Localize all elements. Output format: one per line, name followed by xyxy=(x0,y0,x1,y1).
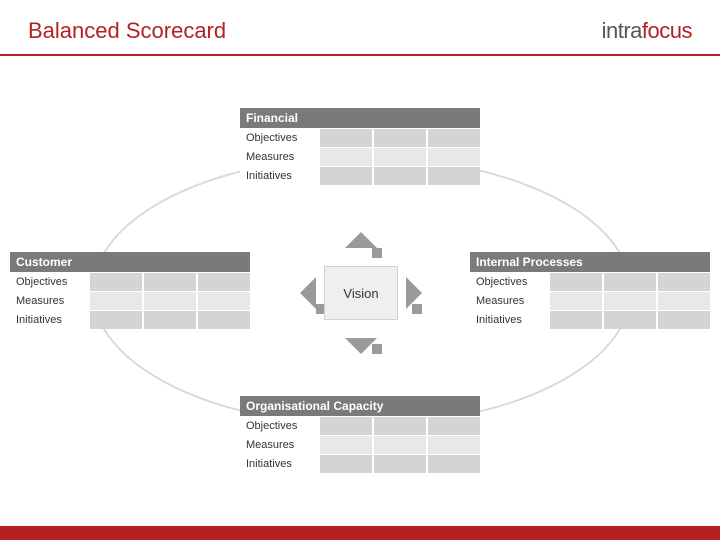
cell xyxy=(602,311,656,329)
card-row: Objectives xyxy=(10,272,250,291)
row-label: Initiatives xyxy=(240,455,320,473)
card-org-capacity-title: Organisational Capacity xyxy=(240,396,480,416)
card-row: Objectives xyxy=(470,272,710,291)
cell xyxy=(142,311,196,329)
row-label: Measures xyxy=(240,436,320,454)
cell xyxy=(90,292,142,310)
card-row: Measures xyxy=(470,291,710,310)
arrow-down-icon xyxy=(345,338,377,354)
cell xyxy=(426,129,480,147)
cell xyxy=(602,273,656,291)
cell xyxy=(142,292,196,310)
cell xyxy=(372,167,426,185)
logo-part-intra: intra xyxy=(602,18,642,44)
row-label: Objectives xyxy=(10,273,90,291)
row-label: Initiatives xyxy=(10,311,90,329)
cell xyxy=(656,292,710,310)
cell xyxy=(90,273,142,291)
card-row: Objectives xyxy=(240,416,480,435)
card-row: Initiatives xyxy=(470,310,710,329)
vision-box: Vision xyxy=(324,266,398,320)
card-internal-title: Internal Processes xyxy=(470,252,710,272)
row-label: Measures xyxy=(10,292,90,310)
card-row: Initiatives xyxy=(10,310,250,329)
cell xyxy=(372,148,426,166)
cell xyxy=(372,436,426,454)
card-row: Measures xyxy=(10,291,250,310)
card-row: Initiatives xyxy=(240,166,480,185)
cell xyxy=(320,455,372,473)
cell xyxy=(426,417,480,435)
card-financial-title: Financial xyxy=(240,108,480,128)
card-row: Measures xyxy=(240,147,480,166)
cell xyxy=(426,436,480,454)
cell xyxy=(602,292,656,310)
cell xyxy=(196,311,250,329)
row-label: Initiatives xyxy=(240,167,320,185)
vision-label: Vision xyxy=(343,286,378,301)
logo-part-focus: focus xyxy=(642,18,692,44)
cell xyxy=(320,148,372,166)
cell xyxy=(550,292,602,310)
card-customer-title: Customer xyxy=(10,252,250,272)
logo: intrafocus xyxy=(602,18,692,44)
cell xyxy=(372,129,426,147)
cell xyxy=(426,455,480,473)
card-financial: Financial Objectives Measures Initiative… xyxy=(240,108,480,185)
cell xyxy=(196,273,250,291)
row-label: Objectives xyxy=(470,273,550,291)
cell xyxy=(426,167,480,185)
cell xyxy=(372,455,426,473)
cell xyxy=(320,417,372,435)
card-row: Measures xyxy=(240,435,480,454)
arrow-left-icon xyxy=(300,277,316,309)
row-label: Initiatives xyxy=(470,311,550,329)
row-label: Objectives xyxy=(240,417,320,435)
arrow-right-icon xyxy=(406,277,422,309)
page-title: Balanced Scorecard xyxy=(28,18,226,44)
cell xyxy=(196,292,250,310)
card-row: Objectives xyxy=(240,128,480,147)
cell xyxy=(320,129,372,147)
diagram-canvas: Vision Financial Objectives Measures Ini… xyxy=(0,56,720,516)
cell xyxy=(550,273,602,291)
cell xyxy=(656,273,710,291)
cell xyxy=(550,311,602,329)
card-row: Initiatives xyxy=(240,454,480,473)
cell xyxy=(426,148,480,166)
cell xyxy=(372,417,426,435)
card-customer: Customer Objectives Measures Initiatives xyxy=(10,252,250,329)
cell xyxy=(656,311,710,329)
cell xyxy=(142,273,196,291)
footer-bar xyxy=(0,526,720,540)
header: Balanced Scorecard intrafocus xyxy=(0,0,720,54)
card-internal: Internal Processes Objectives Measures I… xyxy=(470,252,710,329)
card-org-capacity: Organisational Capacity Objectives Measu… xyxy=(240,396,480,473)
row-label: Measures xyxy=(470,292,550,310)
cell xyxy=(320,436,372,454)
arrow-up-icon xyxy=(345,232,377,248)
cell xyxy=(320,167,372,185)
row-label: Objectives xyxy=(240,129,320,147)
cell xyxy=(90,311,142,329)
row-label: Measures xyxy=(240,148,320,166)
